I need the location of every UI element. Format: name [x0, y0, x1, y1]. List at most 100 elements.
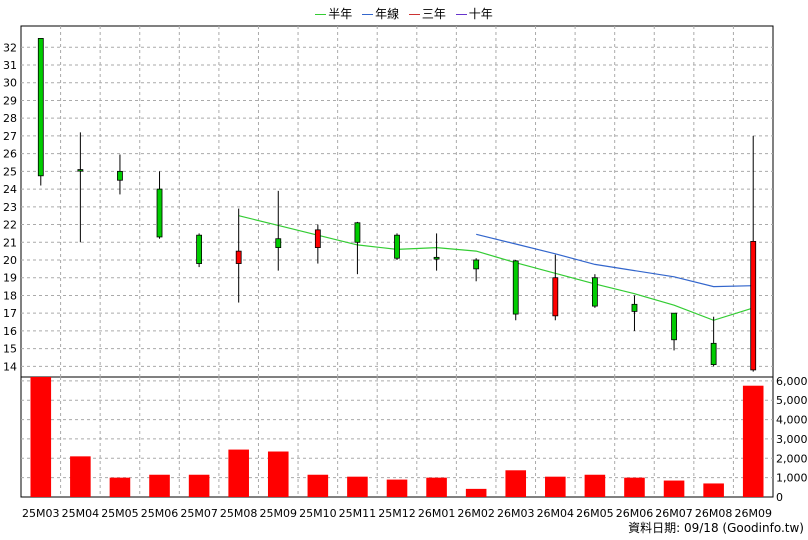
price-y-tick-label: 27 [3, 130, 17, 143]
data-date-note: 資料日期: 09/18 (Goodinfo.tw) [628, 521, 804, 535]
candle-body [750, 240, 757, 371]
x-tick-label: 25M06 [141, 507, 179, 520]
candlestick [512, 260, 519, 321]
legend-label: 年線 [375, 7, 400, 21]
price-y-tick-label: 31 [3, 59, 17, 72]
candle-body [473, 259, 480, 270]
volume-bar [386, 479, 408, 497]
volume-bar [584, 474, 606, 497]
moving-average-line [476, 233, 754, 288]
price-y-tick-label: 16 [3, 325, 17, 338]
x-tick-label: 25M11 [339, 507, 377, 520]
x-tick-label: 26M06 [616, 507, 654, 520]
chart-legend: 半年 年線 三年 十年 [0, 5, 808, 22]
x-tick-label: 26M09 [734, 507, 772, 520]
volume-y-tick-label: 1,000 [776, 472, 808, 485]
legend-swatch [315, 14, 327, 15]
x-tick-label: 25M09 [260, 507, 298, 520]
x-tick-label: 26M03 [497, 507, 535, 520]
candle-body [196, 234, 203, 264]
candle-body [275, 238, 282, 248]
volume-bar [109, 477, 131, 497]
legend-swatch [362, 14, 374, 15]
candlestick [710, 316, 717, 367]
volume-bar [188, 474, 210, 497]
candle-body [235, 250, 242, 264]
candle-body [552, 277, 559, 317]
price-y-tick-label: 24 [3, 183, 17, 196]
legend-swatch [408, 14, 420, 15]
price-y-tick-label: 25 [3, 165, 17, 178]
candle-body [394, 234, 400, 259]
price-y-tick-label: 15 [3, 343, 17, 356]
volume-y-tick-label: 6,000 [776, 375, 808, 388]
legend-item-year: 年線 [362, 5, 399, 22]
candlestick [196, 233, 203, 268]
candlestick [156, 171, 163, 239]
price-y-tick-label: 23 [3, 201, 17, 214]
candlestick [394, 233, 400, 260]
legend-item-half-year: 半年 [315, 5, 352, 22]
x-tick-label: 25M03 [22, 507, 60, 520]
x-tick-label: 26M01 [418, 507, 456, 520]
price-y-tick-label: 18 [3, 289, 17, 302]
x-tick-label: 25M05 [101, 507, 139, 520]
candlestick [591, 274, 598, 308]
candlestick [552, 254, 559, 321]
moving-average-line [238, 215, 754, 321]
x-tick-label: 26M08 [695, 507, 733, 520]
volume-bar [703, 483, 724, 497]
x-tick-label: 26M02 [457, 507, 495, 520]
candlestick [433, 233, 440, 271]
volume-y-tick-label: 3,000 [776, 433, 808, 446]
volume-bar [465, 488, 487, 497]
candlestick [354, 221, 361, 275]
volume-plot-area [20, 376, 774, 498]
candle-body [354, 222, 361, 243]
volume-bar [505, 470, 527, 497]
volume-bar [307, 474, 329, 497]
candle-body [314, 229, 321, 248]
candlestick [77, 132, 84, 243]
candlestick [117, 154, 123, 195]
candle-body [671, 312, 677, 341]
candlestick [275, 190, 282, 271]
x-tick-label: 26M05 [576, 507, 614, 520]
candlestick [235, 208, 242, 303]
legend-item-three-year: 三年 [408, 5, 446, 22]
candlestick [750, 135, 757, 372]
volume-bar [624, 477, 645, 497]
price-y-tick-label: 30 [3, 77, 17, 90]
candlestick [314, 224, 321, 264]
candle-body [631, 303, 638, 312]
volume-bar [545, 476, 566, 497]
volume-bar [663, 480, 685, 497]
legend-item-ten-year: 十年 [455, 5, 493, 22]
price-y-tick-label: 17 [3, 307, 17, 320]
price-y-tick-label: 14 [3, 360, 17, 373]
price-y-tick-label: 19 [3, 272, 17, 285]
candle-body [156, 188, 163, 238]
legend-label: 三年 [421, 7, 446, 21]
candle-body [37, 38, 44, 177]
candle-body [77, 169, 84, 172]
price-plot-area [20, 25, 774, 378]
volume-bar [149, 474, 170, 497]
candle-body [433, 256, 440, 260]
volume-y-tick-label: 0 [776, 491, 783, 504]
candlestick [37, 38, 44, 186]
volume-bar [742, 385, 764, 497]
volume-bar [30, 377, 52, 497]
x-tick-label: 26M04 [537, 507, 575, 520]
volume-bar [426, 477, 447, 497]
price-y-tick-label: 32 [3, 41, 17, 54]
price-y-tick-label: 21 [3, 236, 17, 249]
candlestick [631, 295, 638, 331]
candlestick [473, 258, 480, 282]
x-tick-label: 25M12 [378, 507, 416, 520]
volume-y-tick-label: 4,000 [776, 414, 808, 427]
price-y-tick-label: 28 [3, 112, 17, 125]
price-y-tick-label: 20 [3, 254, 17, 267]
x-tick-label: 26M07 [655, 507, 693, 520]
